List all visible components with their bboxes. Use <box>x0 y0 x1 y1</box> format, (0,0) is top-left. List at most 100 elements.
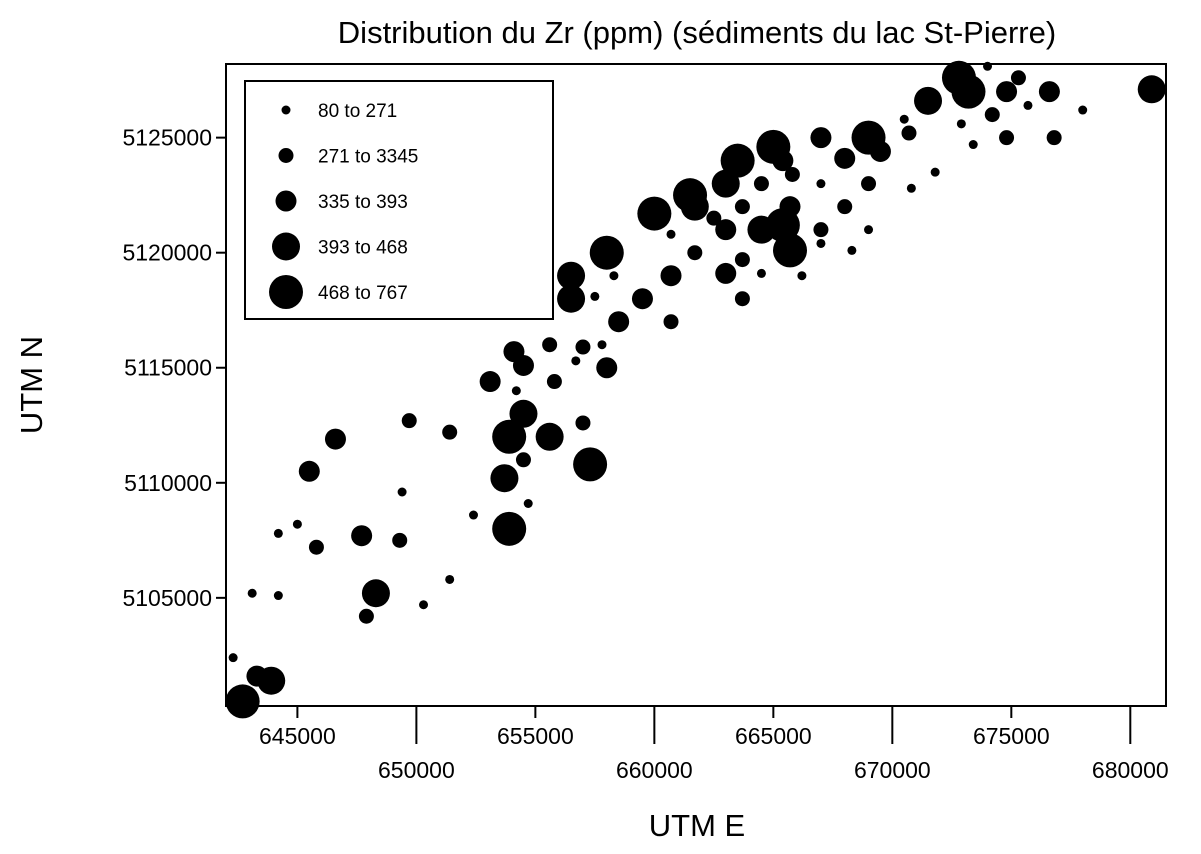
data-point <box>292 519 302 529</box>
data-point <box>816 179 826 189</box>
legend-marker <box>275 190 297 212</box>
x-tick-label: 660000 <box>616 757 693 783</box>
data-point <box>511 386 521 396</box>
data-point <box>273 591 283 601</box>
y-tick-label: 5105000 <box>122 585 212 611</box>
legend-marker <box>281 105 291 115</box>
x-axis: 645000 650000 655000 660000 665000 670000 6750… <box>259 706 1169 783</box>
data-point <box>834 147 856 169</box>
y-tick-label: 5110000 <box>124 470 212 496</box>
data-point <box>597 340 607 350</box>
data-point <box>660 265 682 287</box>
data-point <box>492 511 527 546</box>
data-point <box>951 74 986 109</box>
data-point <box>257 666 286 695</box>
data-point <box>1010 70 1026 86</box>
data-point <box>298 460 320 482</box>
data-point <box>512 354 534 376</box>
data-point <box>397 487 407 497</box>
data-point <box>901 125 917 141</box>
data-point <box>631 288 653 310</box>
data-point <box>756 268 766 278</box>
data-point <box>1078 105 1088 115</box>
data-point <box>392 532 408 548</box>
data-point <box>637 196 672 231</box>
data-point <box>968 140 978 150</box>
data-point <box>442 424 458 440</box>
data-point <box>225 684 260 719</box>
data-point <box>571 356 581 366</box>
data-point <box>956 119 966 129</box>
data-point <box>837 199 853 215</box>
data-point <box>1023 100 1033 110</box>
data-point <box>546 374 562 390</box>
data-point <box>996 81 1018 103</box>
legend-label: 335 to 393 <box>318 192 408 213</box>
legend-marker <box>269 275 303 309</box>
data-point <box>813 222 829 238</box>
data-point <box>445 574 455 584</box>
legend-label: 468 to 767 <box>318 283 408 304</box>
data-point <box>358 608 374 624</box>
data-point <box>490 464 519 493</box>
data-point <box>361 579 390 608</box>
data-point <box>557 284 586 313</box>
x-tick-label: 650000 <box>378 757 455 783</box>
data-point <box>999 130 1015 146</box>
legend-marker <box>278 148 294 163</box>
data-point <box>542 337 558 353</box>
data-point <box>1038 81 1060 103</box>
data-point <box>772 150 794 172</box>
data-point <box>797 271 807 281</box>
y-tick-label: 5125000 <box>122 125 212 151</box>
data-point <box>906 183 916 193</box>
data-point <box>308 539 324 555</box>
data-point <box>847 245 857 255</box>
data-point <box>715 219 737 241</box>
data-point <box>734 199 750 215</box>
data-point <box>784 166 800 182</box>
data-point <box>734 291 750 307</box>
data-point <box>557 261 586 290</box>
data-point <box>680 192 709 221</box>
data-point <box>479 371 501 393</box>
data-point <box>1046 130 1062 146</box>
data-point <box>687 245 703 261</box>
data-point <box>720 143 755 178</box>
data-point <box>914 86 943 115</box>
data-point <box>779 196 801 218</box>
data-point <box>575 415 591 431</box>
legend-label: 393 to 468 <box>318 238 408 259</box>
data-point <box>810 127 832 149</box>
data-point <box>575 339 591 355</box>
data-point <box>609 271 619 281</box>
data-point <box>984 107 1000 123</box>
data-point <box>983 61 993 71</box>
y-tick-label: 5120000 <box>122 240 212 266</box>
data-point <box>492 419 527 454</box>
data-point <box>706 210 722 226</box>
data-point <box>734 252 750 268</box>
legend-label: 80 to 271 <box>318 101 397 122</box>
data-point <box>608 311 630 333</box>
x-tick-label: 655000 <box>497 723 574 749</box>
data-points <box>225 60 1166 719</box>
data-point <box>899 114 909 124</box>
legend-marker <box>272 232 300 261</box>
data-point <box>273 528 283 538</box>
x-tick-label: 670000 <box>854 757 931 783</box>
chart-title: Distribution du Zr (ppm) (sédiments du l… <box>338 15 1056 50</box>
data-point <box>324 428 346 450</box>
data-point <box>773 233 807 268</box>
data-point <box>401 413 417 429</box>
data-point <box>573 447 608 482</box>
data-point <box>816 238 826 248</box>
data-point <box>590 291 600 301</box>
data-point <box>869 140 891 162</box>
data-point <box>666 229 676 239</box>
data-point <box>419 600 429 610</box>
legend-label: 271 to 3345 <box>318 147 418 168</box>
data-point <box>861 176 877 192</box>
data-point <box>864 225 874 235</box>
